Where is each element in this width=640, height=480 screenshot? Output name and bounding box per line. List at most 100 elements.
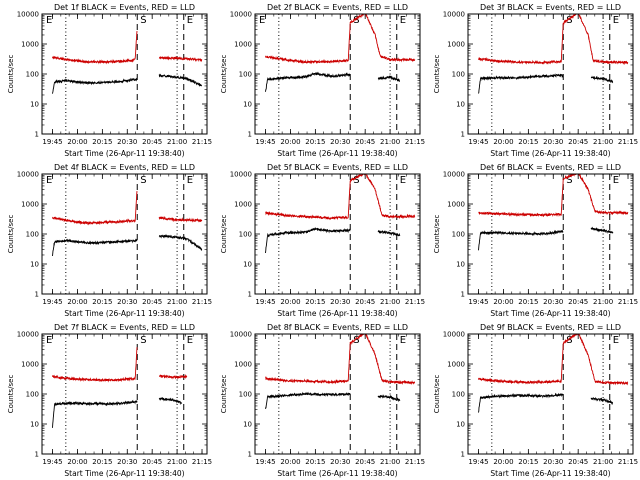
panel-title: Det 4f BLACK = Events, RED = LLD (54, 163, 195, 172)
y-tick-label: 1000 (234, 41, 252, 49)
x-tick-label: 21:15 (192, 298, 212, 306)
x-tick-label: 21:00 (167, 138, 187, 146)
y-tick-label: 1 (461, 451, 465, 459)
panel-title: Det 6f BLACK = Events, RED = LLD (480, 163, 621, 172)
y-axis-label: Counts/sec (220, 55, 228, 94)
panel-det-9: Det 9f BLACK = Events, RED = LLD Counts/s… (433, 323, 638, 478)
x-tick-label: 20:15 (518, 458, 538, 466)
x-tick-label: 20:45 (568, 458, 588, 466)
panel-title: Det 3f BLACK = Events, RED = LLD (480, 3, 621, 12)
marker-label: E (400, 335, 406, 346)
marker-label: E (46, 335, 52, 346)
x-tick-label: 19:45 (255, 298, 275, 306)
y-tick-label: 1000 (21, 361, 39, 369)
y-tick-label: 100 (26, 231, 39, 239)
series-line (478, 334, 629, 386)
y-tick-label: 1000 (447, 201, 465, 209)
y-tick-label: 1000 (234, 361, 252, 369)
marker-label: E (259, 15, 265, 26)
x-tick-label: 20:30 (117, 298, 137, 306)
x-tick-label: 21:15 (618, 298, 638, 306)
panel-det-4: Det 4f BLACK = Events, RED = LLD Counts/s… (7, 163, 212, 318)
plot-frame (254, 13, 421, 135)
y-tick-label: 1000 (234, 201, 252, 209)
series-group (478, 334, 629, 413)
series-line (265, 391, 401, 409)
series-group (265, 334, 416, 409)
x-tick-label: 21:15 (405, 298, 425, 306)
y-axis-label: Counts/sec (433, 55, 441, 94)
series-line (478, 226, 614, 251)
marker-label: E (187, 15, 193, 26)
series-line (478, 392, 614, 413)
x-tick-label: 20:15 (92, 138, 112, 146)
y-tick-label: 10 (30, 261, 39, 269)
x-tick-label: 21:00 (380, 298, 400, 306)
x-axis-label: Start Time (26-Apr-11 19:38:40) (64, 309, 184, 318)
y-tick-label: 1 (248, 291, 252, 299)
y-tick-label: 10 (456, 101, 465, 109)
plot-frame (41, 173, 208, 295)
x-axis-label: Start Time (26-Apr-11 19:38:40) (277, 309, 397, 318)
panel-det-8: Det 8f BLACK = Events, RED = LLD Counts/s… (220, 323, 425, 478)
x-tick-label: 20:30 (543, 458, 563, 466)
x-tick-label: 19:45 (255, 458, 275, 466)
x-tick-label: 20:45 (568, 138, 588, 146)
marker-label: E (46, 15, 52, 26)
x-axis-label: Start Time (26-Apr-11 19:38:40) (277, 149, 397, 158)
x-tick-label: 21:15 (192, 458, 212, 466)
y-tick-label: 10000 (17, 171, 39, 179)
x-tick-label: 20:30 (117, 458, 137, 466)
y-axis-label: Counts/sec (7, 375, 15, 414)
marker-label: S (140, 175, 146, 186)
x-tick-label: 20:45 (142, 298, 162, 306)
marker-label: E (613, 175, 619, 186)
panel-title: Det 7f BLACK = Events, RED = LLD (54, 323, 195, 332)
x-tick-label: 20:45 (142, 138, 162, 146)
x-tick-label: 19:45 (42, 458, 62, 466)
y-tick-label: 100 (452, 71, 465, 79)
series-group (52, 191, 203, 257)
y-tick-label: 1 (248, 131, 252, 139)
marker-label: S (353, 15, 359, 26)
marker-label: S (566, 175, 572, 186)
panel-det-7: Det 7f BLACK = Events, RED = LLD Counts/s… (7, 323, 212, 478)
x-tick-label: 20:45 (142, 458, 162, 466)
plot-frame (467, 173, 634, 295)
series-line (265, 174, 416, 221)
x-tick-label: 20:15 (305, 138, 325, 146)
x-axis-label: Start Time (26-Apr-11 19:38:40) (490, 149, 610, 158)
marker-label: E (400, 15, 406, 26)
y-tick-label: 1 (35, 131, 39, 139)
x-tick-label: 20:15 (92, 298, 112, 306)
x-tick-label: 21:00 (167, 458, 187, 466)
x-axis-label: Start Time (26-Apr-11 19:38:40) (277, 469, 397, 478)
y-tick-label: 10000 (17, 11, 39, 19)
x-tick-label: 20:30 (543, 298, 563, 306)
marker-label: E (46, 175, 52, 186)
x-tick-label: 20:30 (543, 138, 563, 146)
x-tick-label: 20:45 (568, 298, 588, 306)
x-tick-label: 20:45 (355, 298, 375, 306)
y-tick-label: 10000 (443, 331, 465, 339)
x-axis-label: Start Time (26-Apr-11 19:38:40) (64, 469, 184, 478)
x-tick-label: 20:00 (67, 298, 87, 306)
series-line (52, 73, 203, 94)
x-tick-label: 21:15 (192, 138, 212, 146)
x-tick-label: 20:15 (518, 138, 538, 146)
panel-det-2: Det 2f BLACK = Events, RED = LLD Counts/s… (220, 3, 425, 158)
y-tick-label: 10000 (443, 11, 465, 19)
y-tick-label: 1000 (447, 41, 465, 49)
panel-det-5: Det 5f BLACK = Events, RED = LLD Counts/s… (220, 163, 425, 318)
marker-label: S (140, 335, 146, 346)
y-tick-label: 1 (461, 131, 465, 139)
x-tick-label: 20:30 (330, 138, 350, 146)
y-tick-label: 10 (456, 421, 465, 429)
series-line (265, 14, 416, 65)
series-line (265, 334, 416, 386)
x-tick-label: 19:45 (468, 298, 488, 306)
series-line (52, 233, 203, 257)
x-tick-label: 21:15 (618, 138, 638, 146)
marker-label: S (353, 175, 359, 186)
x-tick-label: 21:00 (593, 298, 613, 306)
